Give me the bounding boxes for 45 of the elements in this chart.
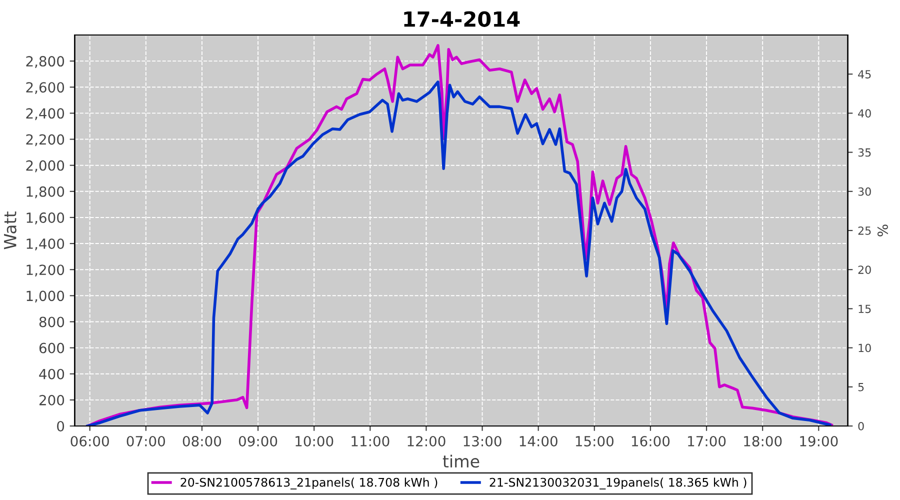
y-tick-label: 1,800	[26, 186, 64, 198]
y2-tick-label: 10	[858, 344, 871, 352]
y-tick-label: 1,400	[26, 238, 64, 250]
x-tick-label: 14:00	[520, 436, 558, 446]
x-tick-label: 16:00	[632, 436, 670, 446]
x-tick-label: 11:00	[352, 436, 390, 446]
legend-label: 21-SN2130032031_19panels( 18.365 kWh )	[490, 478, 746, 490]
y-tick-label: 600	[39, 342, 64, 354]
y2-tick-label: 25	[858, 226, 871, 235]
y2-tick-label: 20	[858, 266, 871, 274]
y2-tick-label: 5	[858, 383, 864, 392]
x-tick-label: 13:00	[464, 436, 502, 446]
y-tick-label: 2,200	[26, 134, 64, 146]
x-tick-label: 10:00	[296, 436, 334, 446]
y-tick-label: 400	[39, 368, 64, 380]
y-tick-label: 2,600	[26, 82, 64, 94]
y2-tick-label: 35	[858, 148, 871, 157]
y2-tick-label: 30	[858, 187, 871, 196]
x-tick-label: 15:00	[576, 436, 614, 446]
y-tick-label: 2,000	[26, 160, 64, 172]
x-tick-label: 17:00	[688, 436, 726, 446]
x-tick-label: 08:00	[182, 436, 222, 446]
y-tick-label: 1,600	[26, 212, 64, 224]
y-tick-label: 1,200	[26, 264, 64, 276]
y2-axis-title: %	[877, 224, 888, 236]
x-axis-title: time	[442, 454, 480, 468]
y2-tick-label: 0	[858, 422, 864, 430]
y2-tick-label: 40	[858, 109, 871, 118]
y-tick-label: 800	[39, 316, 64, 328]
legend-label: 20-SN2100578613_21panels( 18.708 kWh )	[180, 478, 438, 490]
y-tick-label: 1,000	[26, 290, 64, 303]
y-axis-title: Watt	[4, 212, 16, 250]
x-tick-label: 19:00	[800, 436, 838, 446]
y2-tick-label: 45	[858, 70, 871, 78]
y-tick-label: 2,800	[26, 56, 64, 68]
y-tick-label: 200	[39, 394, 64, 406]
y-tick-label: 0	[57, 420, 64, 432]
y-tick-label: 2,400	[26, 108, 64, 120]
y2-tick-label: 15	[858, 304, 871, 314]
chart-title: 17-4-2014	[404, 11, 520, 27]
x-tick-label: 06:00	[70, 436, 109, 446]
x-tick-label: 09:00	[238, 436, 278, 446]
x-tick-label: 12:00	[408, 436, 446, 446]
x-tick-label: 07:00	[126, 436, 165, 446]
x-tick-label: 18:00	[744, 436, 782, 446]
